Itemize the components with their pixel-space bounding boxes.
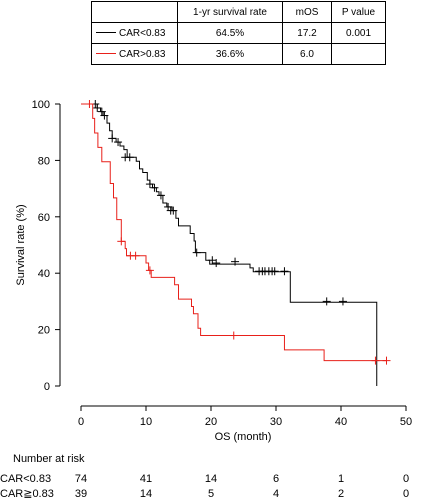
risk-count: 0 [403, 488, 409, 500]
pvalue-cell [331, 43, 386, 65]
y-tick-label: 100 [32, 99, 50, 111]
survival-curve-low-car [81, 103, 378, 386]
x-tick-label: 20 [205, 416, 217, 428]
y-tick-label: 0 [44, 381, 50, 393]
risk-table-title: Number at risk [13, 453, 85, 465]
risk-count: 41 [140, 473, 152, 485]
x-tick-label: 40 [335, 416, 347, 428]
risk-count: 39 [75, 488, 87, 500]
legend-label-low: CAR<0.83 [119, 27, 166, 39]
x-tick-label: 0 [78, 416, 84, 428]
risk-count: 74 [75, 473, 87, 485]
y-tick-label: 20 [38, 325, 50, 337]
x-axis-label: OS (month) [215, 431, 272, 443]
risk-row-label: CAR≧0.83 [0, 488, 54, 500]
legend-swatch-black [96, 32, 116, 34]
x-tick-label: 10 [140, 416, 152, 428]
x-tick-label: 30 [270, 416, 282, 428]
risk-count: 14 [205, 473, 217, 485]
risk-count: 1 [338, 473, 344, 485]
risk-count: 14 [140, 488, 152, 500]
mos-cell: 6.0 [282, 43, 332, 65]
survival-curve-high-car [81, 103, 387, 362]
y-axis-label: Survival rate (%) [15, 204, 27, 285]
summary-table: 1-yr survival rate mOS P value CAR<0.83 … [91, 1, 386, 65]
risk-count: 4 [273, 488, 279, 500]
risk-row-label: CAR<0.83 [0, 473, 51, 485]
risk-count: 6 [273, 473, 279, 485]
summary-table-header-row: 1-yr survival rate mOS P value [91, 1, 386, 23]
legend-swatch-red [96, 53, 116, 55]
y-tick-label: 40 [38, 268, 50, 280]
summary-table-row-high: CAR>0.83 36.6% 6.0 [91, 43, 386, 65]
y-tick-label: 80 [38, 155, 50, 167]
axes-group: 0 20 40 60 80 100 0 10 20 30 40 50 [32, 99, 412, 428]
risk-count: 2 [338, 488, 344, 500]
survival-curves [81, 100, 391, 386]
legend-label-high: CAR>0.83 [119, 48, 166, 60]
risk-count: 0 [403, 473, 409, 485]
x-tick-label: 50 [400, 416, 412, 428]
risk-count: 5 [208, 488, 214, 500]
y-tick-label: 60 [38, 212, 50, 224]
risk-table: CAR<0.83 74 41 14 6 1 0 CAR≧0.83 39 14 5 4 2 0 [0, 473, 409, 500]
